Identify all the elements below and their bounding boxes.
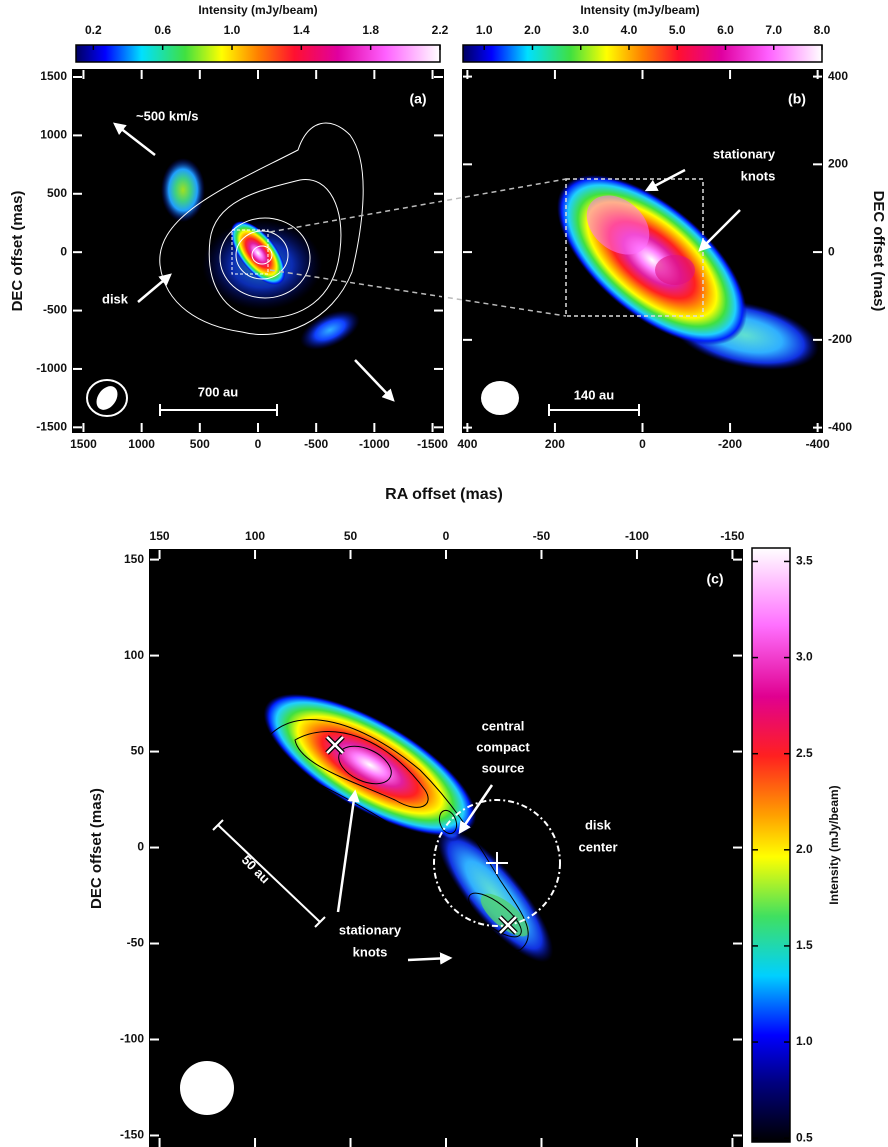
annotation: source (482, 760, 525, 775)
colorbar (75, 44, 441, 63)
colorbar-label: Intensity (mJy/beam) (580, 3, 699, 17)
y-tick-label: -150 (120, 1128, 144, 1142)
x-tick-label: -200 (718, 437, 742, 451)
x-tick-label: 100 (245, 529, 265, 543)
x-tick-label: 50 (344, 529, 358, 543)
y-tick-label: 400 (828, 69, 848, 83)
annotation: compact (476, 739, 530, 754)
y-tick-label: -500 (43, 303, 67, 317)
x-tick-label: 1500 (70, 437, 97, 451)
colorbar-tick-label: 6.0 (717, 23, 734, 37)
colorbar-tick-label: 5.0 (669, 23, 686, 37)
colorbar-label: Intensity (mJy/beam) (198, 3, 317, 17)
colorbar-tick-label: 1.0 (796, 1034, 813, 1048)
colorbar-tick-label: 1.4 (293, 23, 310, 37)
y-tick-label: 0 (137, 840, 144, 854)
annotation: 700 au (198, 384, 239, 399)
colorbar-tick-label: 2.5 (796, 746, 813, 760)
annotation: 140 au (574, 387, 615, 402)
y-tick-label: 1500 (40, 69, 67, 83)
panel-label: (a) (409, 91, 426, 107)
colorbar-tick-label: 1.0 (476, 23, 493, 37)
annotation: disk (585, 817, 612, 832)
colorbar (462, 44, 823, 63)
annotation: stationary (339, 922, 402, 937)
y-axis-label: DEC offset (mas) (88, 788, 105, 909)
panel-label: (c) (706, 571, 723, 587)
x-tick-label: -150 (720, 529, 744, 543)
colorbar-tick-label: 0.5 (796, 1130, 813, 1144)
y-tick-label: -50 (127, 936, 145, 950)
annotation: knots (353, 944, 388, 959)
annotation: stationary (713, 146, 776, 161)
annotation: center (578, 839, 617, 854)
x-axis-label: RA offset (mas) (385, 486, 503, 503)
y-tick-label: 50 (131, 744, 145, 758)
y-axis-label: DEC offset (mas) (9, 191, 26, 312)
annotation: ~500 km/s (136, 108, 199, 123)
y-tick-label: 0 (828, 244, 835, 258)
y-tick-label: 200 (828, 157, 848, 171)
x-tick-label: -50 (533, 529, 551, 543)
colorbar-tick-label: 2.0 (524, 23, 541, 37)
y-tick-label: -1500 (36, 420, 67, 434)
colorbar-tick-label: 3.0 (572, 23, 589, 37)
image-a (73, 70, 443, 432)
colorbar-tick-label: 0.6 (154, 23, 171, 37)
x-tick-label: 0 (255, 437, 262, 451)
y-tick-label: 0 (60, 244, 67, 258)
x-tick-label: 1000 (128, 437, 155, 451)
colorbar-tick-label: 1.8 (362, 23, 379, 37)
x-tick-label: 400 (457, 437, 477, 451)
y-axis-label: DEC offset (mas) (870, 191, 887, 312)
y-tick-label: -100 (120, 1032, 144, 1046)
x-tick-label: 500 (190, 437, 210, 451)
colorbar (751, 547, 791, 1143)
y-tick-label: -400 (828, 420, 852, 434)
y-tick-label: -200 (828, 332, 852, 346)
x-tick-label: -1500 (417, 437, 448, 451)
x-tick-label: 0 (443, 529, 450, 543)
zoom-line (269, 269, 567, 317)
image-c (150, 550, 742, 1147)
panel-label: (b) (788, 91, 806, 107)
colorbar-tick-label: 0.2 (85, 23, 102, 37)
x-tick-label: -100 (625, 529, 649, 543)
annotation: disk (102, 291, 129, 306)
x-tick-label: 200 (545, 437, 565, 451)
x-tick-label: 150 (150, 529, 170, 543)
x-tick-label: -500 (304, 437, 328, 451)
y-tick-label: -1000 (36, 361, 67, 375)
x-tick-label: -400 (806, 437, 830, 451)
colorbar-tick-label: 2.0 (796, 842, 813, 856)
y-tick-label: 1000 (40, 128, 67, 142)
colorbar-tick-label: 8.0 (814, 23, 831, 37)
y-tick-label: 100 (124, 648, 144, 662)
colorbar-tick-label: 4.0 (621, 23, 638, 37)
y-tick-label: 150 (124, 552, 144, 566)
annotation: knots (741, 168, 776, 183)
y-tick-label: 500 (47, 186, 67, 200)
x-tick-label: -1000 (359, 437, 390, 451)
colorbar-tick-label: 2.2 (432, 23, 449, 37)
colorbar-tick-label: 1.0 (224, 23, 241, 37)
colorbar-tick-label: 3.5 (796, 554, 813, 568)
image-b (463, 70, 822, 432)
colorbar-tick-label: 3.0 (796, 650, 813, 664)
colorbar-label: Intensity (mJy/beam) (827, 785, 841, 904)
colorbar-tick-label: 1.5 (796, 938, 813, 952)
annotation: central (482, 718, 525, 733)
colorbar-tick-label: 7.0 (765, 23, 782, 37)
x-tick-label: 0 (639, 437, 646, 451)
